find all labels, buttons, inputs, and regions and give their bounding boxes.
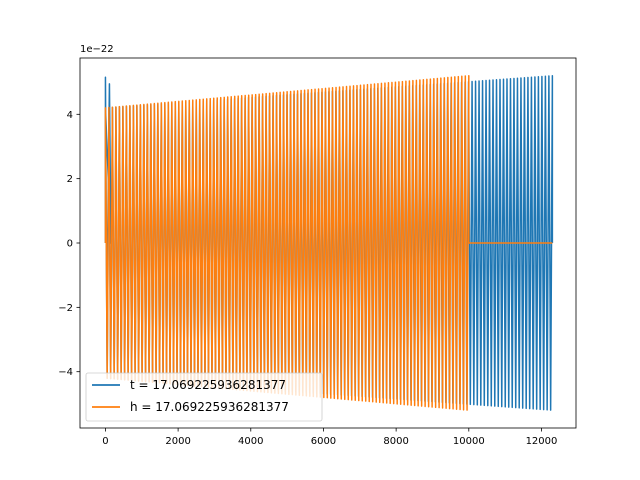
y-tick-label: 0 [67,239,73,250]
x-tick-label: 0 [102,436,108,447]
y-tick-label: −2 [58,303,73,314]
series-line-h [104,74,553,411]
x-tick-label: 8000 [383,436,408,447]
plot-area [104,74,554,411]
x-tick-label: 10000 [453,436,485,447]
y-axis: −4 −2 0 2 4 [58,110,80,378]
x-tick-label: 4000 [238,436,263,447]
x-tick-label: 12000 [526,436,558,447]
x-tick-label: 2000 [165,436,190,447]
legend: t = 17.069225936281377 h = 17.0692259362… [85,372,323,422]
legend-label-h: h = 17.069225936281377 [130,400,289,414]
y-offset-label: 1e−22 [80,44,114,55]
y-tick-label: 2 [67,174,73,185]
y-tick-label: 4 [67,110,73,121]
x-tick-label: 6000 [311,436,336,447]
y-tick-label: −4 [58,367,73,378]
legend-label-t: t = 17.069225936281377 [130,378,286,392]
legend-frame [85,372,323,422]
x-axis: 0 2000 4000 6000 8000 10000 12000 [102,428,557,447]
